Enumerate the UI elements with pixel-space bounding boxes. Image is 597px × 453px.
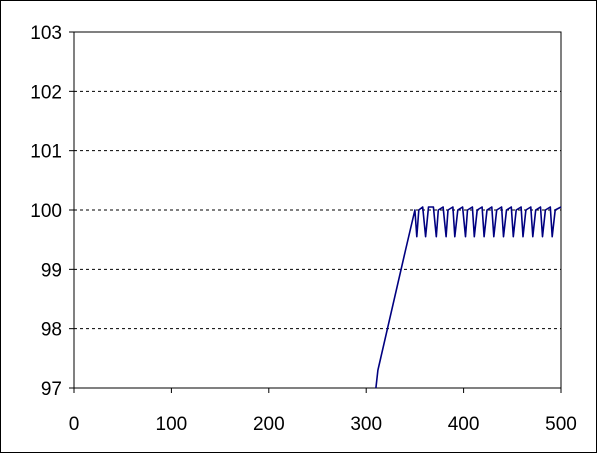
x-tick-label-300: 300 [350,414,382,435]
y-tick-label-97: 97 [41,379,62,400]
x-tick-label-400: 400 [448,414,480,435]
series-line-0 [375,206,562,389]
x-tick-label-500: 500 [545,414,577,435]
y-tick-label-102: 102 [30,82,62,103]
y-tick-label-100: 100 [30,201,62,222]
x-tick-label-0: 0 [69,414,80,435]
y-tick-label-98: 98 [41,320,62,341]
x-axis-tick-labels: 0 100 200 300 400 500 [69,388,577,435]
y-tick-label-101: 101 [30,142,62,163]
x-tick-label-100: 100 [156,414,188,435]
y-tick-label-99: 99 [41,260,62,281]
y-axis-tick-labels: 97 98 99 100 101 102 103 [30,23,74,400]
series-layer [375,206,562,389]
y-tick-label-103: 103 [30,23,62,44]
x-tick-label-200: 200 [253,414,285,435]
